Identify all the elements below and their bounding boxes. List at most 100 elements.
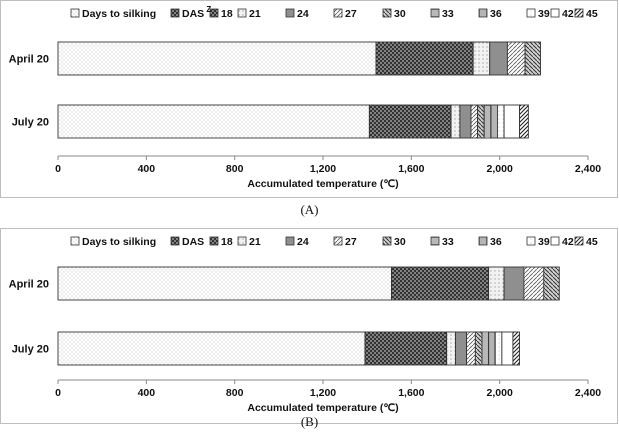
bar-segment: [474, 331, 483, 366]
legend-label: 33: [442, 8, 454, 20]
legend-label: 21: [249, 8, 261, 20]
bars: [57, 41, 541, 139]
legend-swatch: [574, 236, 584, 246]
bar-segment: [391, 266, 490, 301]
bar-segment: [501, 331, 514, 366]
legend-swatch: [550, 8, 560, 18]
x-tick-label: 1,200: [310, 163, 336, 175]
bar-segment: [368, 104, 452, 139]
x-axis-title: Accumulated temperature (℃): [247, 178, 398, 190]
bar-segment: [490, 104, 498, 139]
bar-segment: [364, 331, 448, 366]
chart-panel-b: Days to silking DAS 18 21 24 27 30 33 36 39 42 45 Ap…: [0, 218, 619, 437]
bar-segment: [477, 104, 485, 139]
legend-label: 30: [394, 8, 406, 20]
legend-swatch: [285, 236, 295, 246]
bar-segment: [512, 331, 520, 366]
legend-swatch: [70, 8, 80, 18]
x-tick-label: 1,600: [398, 163, 424, 175]
legend-swatch: [333, 236, 343, 246]
legend-swatch: [209, 236, 219, 246]
bars: [57, 266, 560, 366]
x-tick-label: 800: [226, 387, 244, 399]
x-tick-label: 2,000: [487, 163, 513, 175]
bar-segment: [483, 104, 492, 139]
legend-swatch: [526, 236, 536, 246]
legend-swatch: [430, 236, 440, 246]
x-tick-label: 2,400: [575, 387, 601, 399]
bar-segment: [470, 104, 479, 139]
legend-label: 30: [394, 236, 406, 248]
bar-segment: [506, 41, 526, 76]
panel-label-b: (B): [300, 414, 319, 429]
bar-segment: [489, 41, 508, 76]
bar-segment: [57, 104, 370, 139]
x-tick-label: 1,600: [398, 387, 424, 399]
x-axis: 0 400 800 1,200 1,600 2,000 2,400 Accumulated t…: [55, 379, 601, 414]
legend-label: Days to silking: [82, 8, 156, 20]
legend-label: 27: [345, 8, 357, 20]
legend-swatch: [526, 8, 536, 18]
chart-panel-a: Days to silking DAS Z 18 21 24 27 30 33 36 39 42 45…: [0, 0, 618, 217]
legend-label: 36: [490, 236, 502, 248]
legend-label: 33: [442, 236, 454, 248]
chart-frame-a: Days to silking DAS Z 18 21 24 27 30 33 36 39 42 45…: [0, 0, 618, 198]
category-label: July 20: [12, 344, 49, 356]
legend-label: 39: [538, 236, 550, 248]
legend-swatch: [170, 236, 180, 246]
chart-b-svg: Days to silking DAS 18 21 24 27 30 33 36 39 42 45 Ap…: [9, 236, 602, 414]
x-axis: 0 400 800 1,200 1,600 2,000 2,400 Accumulated t…: [55, 155, 601, 190]
category-label: April 20: [9, 54, 49, 66]
legend-label: 18: [221, 236, 233, 248]
bar-segment: [450, 104, 461, 139]
legend-swatch: [237, 8, 247, 18]
legend-label: DAS: [182, 236, 204, 248]
bar-segment: [497, 104, 505, 139]
legend-swatch: [478, 8, 488, 18]
bar-segment: [488, 266, 505, 301]
legend-label: 24: [297, 236, 309, 248]
bar-segment: [57, 41, 377, 76]
bar-segment: [519, 104, 529, 139]
legend-swatch: [70, 236, 80, 246]
chart-frame-b: Days to silking DAS 18 21 24 27 30 33 36 39 42 45 Ap…: [0, 228, 618, 424]
legend-swatch: [478, 236, 488, 246]
bar-segment: [481, 331, 490, 366]
x-tick-label: 800: [226, 163, 244, 175]
legend-swatch: [209, 8, 219, 18]
legend-label: 21: [249, 236, 261, 248]
legend-label: Days to silking: [82, 236, 156, 248]
legend-label: 24: [297, 8, 309, 20]
bar-segment: [466, 331, 476, 366]
bar-segment: [524, 41, 541, 76]
x-tick-label: 1,200: [310, 387, 336, 399]
legend-swatch: [170, 8, 180, 18]
bar-segment: [488, 331, 496, 366]
bar-segment: [472, 41, 491, 76]
x-tick-label: 400: [138, 387, 156, 399]
legend-swatch: [285, 8, 295, 18]
legend-label: 45: [586, 236, 598, 248]
panel-label-a: (A): [300, 202, 319, 217]
legend-label: 27: [345, 236, 357, 248]
legend-label: 42: [562, 236, 574, 248]
x-tick-label: 400: [138, 163, 156, 175]
x-tick-label: 2,400: [575, 163, 601, 175]
legend-swatch: [430, 8, 440, 18]
legend: Days to silking DAS Z 18 21 24 27 30 33 36 39 42 45: [70, 5, 598, 20]
bar-segment: [503, 104, 520, 139]
legend-label: 36: [490, 8, 502, 20]
bar-segment: [446, 331, 456, 366]
bar-segment: [503, 266, 525, 301]
x-tick-label: 0: [55, 387, 61, 399]
x-tick-label: 2,000: [487, 387, 513, 399]
legend-swatch: [382, 8, 392, 18]
category-label: July 20: [12, 117, 49, 129]
bar-segment: [494, 331, 503, 366]
bar-segment: [375, 41, 474, 76]
x-tick-label: 0: [55, 163, 61, 175]
chart-a-svg: Days to silking DAS Z 18 21 24 27 30 33 36 39 42 45…: [9, 5, 602, 190]
legend-label: DAS Z: [182, 5, 211, 20]
legend-superscript: Z: [204, 5, 211, 14]
